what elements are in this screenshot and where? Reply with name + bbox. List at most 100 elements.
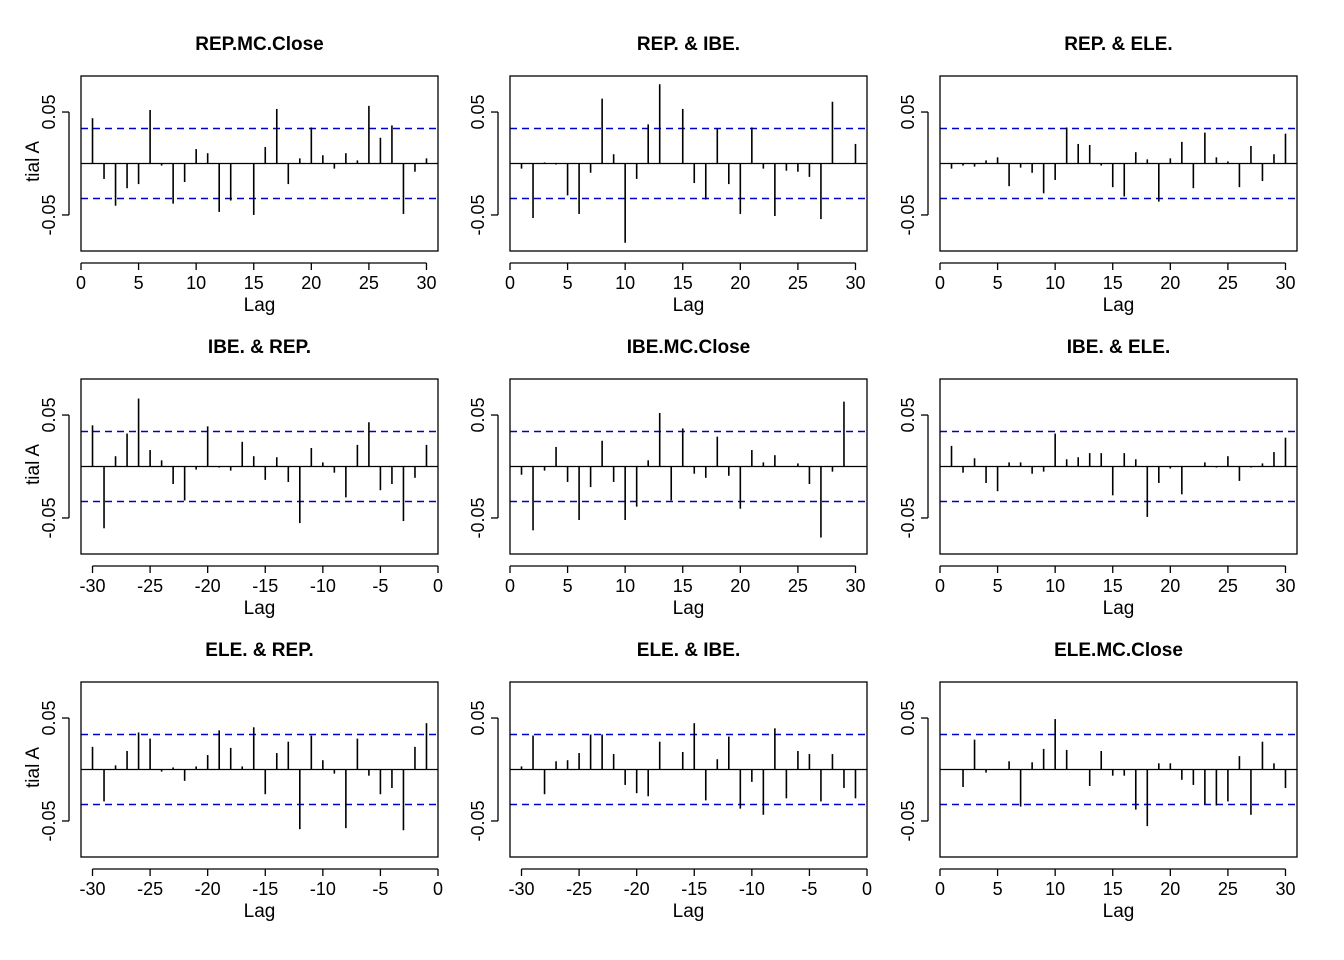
y-axis-label: Partial ACF: [23, 721, 44, 817]
x-tick-label: -20: [195, 576, 221, 596]
x-tick-label: 0: [935, 273, 945, 293]
x-tick-label: 10: [1045, 273, 1065, 293]
y-tick-label: 0.05: [898, 701, 918, 736]
pacf-panel: REP.MC.Close 0 5 10 15 20 25 30 Lag -0.05 0.05Part…: [23, 34, 439, 316]
x-tick-label: -20: [195, 879, 221, 899]
x-tick-label: 30: [1275, 879, 1295, 899]
pacf-panel: IBE. & REP. -30 -25 -20 -15 -10 -5 0 Lag -0.05 0.0…: [23, 337, 443, 619]
y-tick-label: -0.05: [39, 800, 59, 841]
x-tick-label: -10: [739, 879, 765, 899]
y-tick-label: -0.05: [468, 194, 488, 235]
plot-frame: [80, 681, 439, 858]
x-axis-label: Lag: [673, 901, 705, 922]
x-tick-label: -30: [80, 879, 106, 899]
x-tick-label: 30: [845, 273, 865, 293]
x-axis-label: Lag: [673, 598, 705, 619]
x-tick-label: 25: [1218, 879, 1238, 899]
pacf-panel: IBE. & ELE. 0 5 10 15 20 25 30 Lag -0.05 0.05: [898, 337, 1298, 619]
x-tick-label: 15: [1103, 576, 1123, 596]
x-tick-label: 0: [505, 273, 515, 293]
x-tick-label: -5: [801, 879, 817, 899]
x-tick-label: 25: [1218, 273, 1238, 293]
x-tick-label: -5: [372, 576, 388, 596]
plot-frame: [939, 681, 1298, 858]
y-tick-label: -0.05: [898, 497, 918, 538]
y-tick-label: -0.05: [898, 800, 918, 841]
x-axis-label: Lag: [244, 598, 276, 619]
x-tick-label: 20: [1160, 576, 1180, 596]
pacf-panel: ELE. & REP. -30 -25 -20 -15 -10 -5 0 Lag -0.05 0.0…: [23, 640, 443, 922]
x-tick-label: 15: [244, 273, 264, 293]
x-tick-label: 25: [359, 273, 379, 293]
x-tick-label: 5: [993, 576, 1003, 596]
y-tick-label: 0.05: [898, 398, 918, 433]
x-tick-label: 5: [134, 273, 144, 293]
panel-title: REP.MC.Close: [195, 34, 323, 55]
x-tick-label: 0: [935, 879, 945, 899]
x-tick-label: -10: [310, 879, 336, 899]
x-tick-label: -30: [80, 576, 106, 596]
pacf-panel: ELE.MC.Close 0 5 10 15 20 25 30 Lag -0.05 0.05: [898, 640, 1298, 922]
panel-title: IBE. & ELE.: [1067, 337, 1170, 358]
panel-title: ELE.MC.Close: [1054, 640, 1183, 661]
x-tick-label: 30: [1275, 273, 1295, 293]
x-tick-label: 15: [673, 273, 693, 293]
x-tick-label: 10: [615, 576, 635, 596]
pacf-panel: IBE.MC.Close 0 5 10 15 20 25 30 Lag -0.05 0.05: [468, 337, 868, 619]
panel-title: ELE. & REP.: [205, 640, 313, 661]
y-tick-label: -0.05: [468, 497, 488, 538]
x-tick-label: -20: [624, 879, 650, 899]
plot-frame: [80, 378, 439, 555]
y-axis-label: Partial ACF: [23, 418, 44, 514]
y-tick-label: -0.05: [39, 194, 59, 235]
x-tick-label: 0: [862, 879, 872, 899]
x-tick-label: 25: [1218, 576, 1238, 596]
panel-title: IBE.MC.Close: [627, 337, 751, 358]
x-tick-label: -30: [509, 879, 535, 899]
x-tick-label: -15: [681, 879, 707, 899]
x-tick-label: 0: [433, 879, 443, 899]
plot-frame: [939, 75, 1298, 252]
plot-frame: [509, 75, 868, 252]
x-tick-label: -15: [252, 576, 278, 596]
panel-title: REP. & ELE.: [1064, 34, 1172, 55]
y-tick-label: 0.05: [468, 95, 488, 130]
x-tick-label: 30: [1275, 576, 1295, 596]
plot-frame: [80, 75, 439, 252]
pacf-panel: ELE. & IBE. -30 -25 -20 -15 -10 -5 0 Lag -0.05 0.0…: [468, 640, 872, 922]
x-axis-label: Lag: [673, 295, 705, 316]
y-axis-label: Partial ACF: [23, 115, 44, 211]
y-tick-label: -0.05: [39, 497, 59, 538]
x-axis-label: Lag: [1103, 295, 1135, 316]
panel-title: REP. & IBE.: [637, 34, 740, 55]
y-tick-label: -0.05: [468, 800, 488, 841]
x-tick-label: -10: [310, 576, 336, 596]
plot-frame: [509, 378, 868, 555]
x-tick-label: 5: [563, 273, 573, 293]
x-tick-label: 20: [730, 576, 750, 596]
x-tick-label: -25: [137, 879, 163, 899]
x-tick-label: 30: [416, 273, 436, 293]
x-tick-label: 0: [433, 576, 443, 596]
y-tick-label: 0.05: [468, 398, 488, 433]
pacf-panel: REP. & ELE. 0 5 10 15 20 25 30 Lag -0.05 0.05: [898, 34, 1298, 316]
x-tick-label: -5: [372, 879, 388, 899]
x-axis-label: Lag: [244, 901, 276, 922]
x-tick-label: 10: [615, 273, 635, 293]
x-tick-label: -15: [252, 879, 278, 899]
panel-title: IBE. & REP.: [208, 337, 311, 358]
x-tick-label: 10: [1045, 576, 1065, 596]
x-tick-label: 20: [1160, 273, 1180, 293]
x-axis-label: Lag: [244, 295, 276, 316]
x-tick-label: 15: [673, 576, 693, 596]
x-tick-label: 5: [563, 576, 573, 596]
x-tick-label: 0: [505, 576, 515, 596]
x-tick-label: 20: [1160, 879, 1180, 899]
x-tick-label: -25: [137, 576, 163, 596]
x-tick-label: 15: [1103, 879, 1123, 899]
x-tick-label: 20: [301, 273, 321, 293]
x-tick-label: 0: [935, 576, 945, 596]
y-tick-label: 0.05: [898, 95, 918, 130]
x-tick-label: 25: [788, 273, 808, 293]
